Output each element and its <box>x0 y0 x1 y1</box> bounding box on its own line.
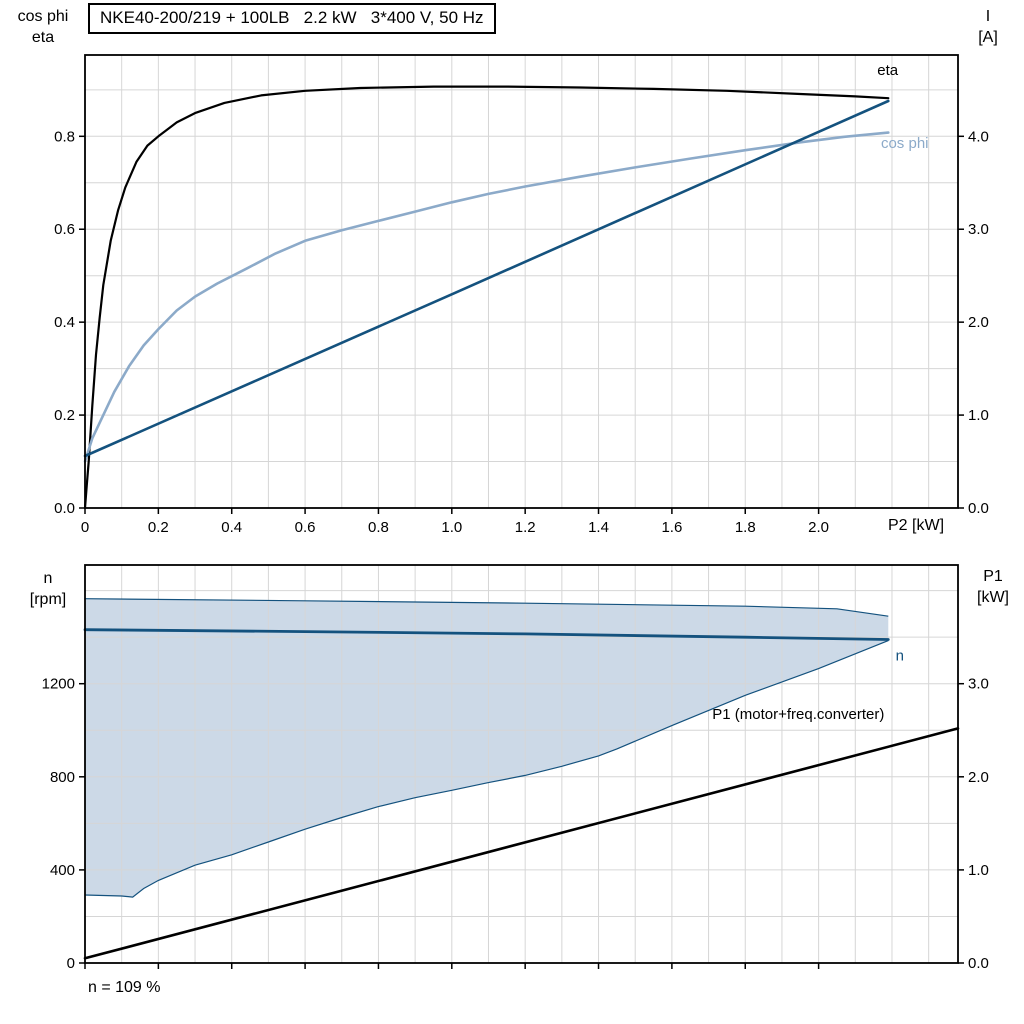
tick-label: 1.0 <box>968 862 989 879</box>
tick-label: 0.6 <box>295 519 316 536</box>
bottom-right-axis-title: P1 [kW] <box>968 566 1018 608</box>
axis-title-line-amps-unit: [A] <box>978 29 998 46</box>
axis-title-line-cosphi: cos phi <box>17 8 69 25</box>
curve-label-cos_phi: cos phi <box>881 135 929 152</box>
bottom-chart-border <box>84 564 959 964</box>
tick-label: 0 <box>67 955 75 972</box>
tick-label: 400 <box>50 862 75 879</box>
top-chart-grid <box>85 55 958 508</box>
speed-control-range-fill <box>85 598 889 898</box>
series-n <box>83 628 890 641</box>
curve-label-P1: P1 (motor+freq.converter) <box>712 706 884 723</box>
tick-label: 0.0 <box>968 955 989 972</box>
p2-axis-label: P2 [kW] <box>888 517 945 534</box>
tick-label: 1.4 <box>588 519 609 536</box>
tick-label: 800 <box>50 769 75 786</box>
bottom-chart-ticks <box>79 682 964 969</box>
tick-label: 0.6 <box>54 221 75 238</box>
tick-label: 0.8 <box>54 128 75 145</box>
axis-title-line-n: n <box>43 570 53 587</box>
speed-percentage-footnote: n = 109 % <box>88 979 161 996</box>
chart-title-box: NKE40-200/219 + 100LB 2.2 kW 3*400 V, 50… <box>88 3 496 34</box>
curve-label-eta: eta <box>877 62 899 79</box>
top-chart-border <box>84 54 959 509</box>
tick-label: 0.4 <box>221 519 242 536</box>
axis-title-line-current: I <box>985 8 991 25</box>
tick-label: 1.2 <box>515 519 536 536</box>
tick-label: 0.2 <box>148 519 169 536</box>
tick-label: 2.0 <box>968 769 989 786</box>
tick-label: 0 <box>81 519 89 536</box>
tick-label: 0.4 <box>54 314 75 331</box>
series-eta <box>83 85 890 510</box>
tick-label: 1.0 <box>968 407 989 424</box>
series-P1 <box>83 727 960 960</box>
tick-label: 3.0 <box>968 221 989 238</box>
series-I <box>83 99 890 458</box>
bottom-left-axis-title: n [rpm] <box>16 568 80 610</box>
tick-label: 1.6 <box>661 519 682 536</box>
tick-label: 0.8 <box>368 519 389 536</box>
series-cos_phi <box>83 131 890 463</box>
tick-label: 4.0 <box>968 128 989 145</box>
curve-label-n: n <box>896 647 904 664</box>
tick-label: 0.0 <box>968 500 989 517</box>
tick-label: 3.0 <box>968 676 989 693</box>
axis-title-line-eta: eta <box>31 29 55 46</box>
axis-title-line-p1: P1 <box>983 568 1003 585</box>
tick-label: 0.0 <box>54 500 75 517</box>
top-chart-ticks <box>79 135 964 514</box>
axis-title-line-rpm-unit: [rpm] <box>29 591 67 608</box>
speed-control-range-lower-line <box>84 640 889 898</box>
tick-label: 0.2 <box>54 407 75 424</box>
top-chart: 0 0.2 0.4 0.6 0.8 1.0 1.2 1.4 1.6 1.8 2.0 0.0 0.2 0.4… <box>54 54 989 536</box>
tick-label: 1.0 <box>441 519 462 536</box>
top-right-axis-title: I [A] <box>966 6 1010 48</box>
speed-control-range-upper-line <box>84 598 889 617</box>
tick-label: 2.0 <box>808 519 829 536</box>
bottom-chart: 0 400 800 1200 0.0 1.0 2.0 3.0 n P1 (motor+freq.c… <box>42 564 989 972</box>
tick-label: 1200 <box>42 676 75 693</box>
axis-title-line-kw-unit: [kW] <box>977 589 1009 606</box>
tick-label: 2.0 <box>968 314 989 331</box>
tick-label: 1.8 <box>735 519 756 536</box>
top-left-axis-title: cos phi eta <box>6 6 80 48</box>
